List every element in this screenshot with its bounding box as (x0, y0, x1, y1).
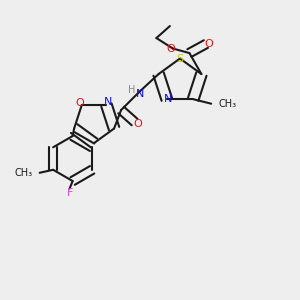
Text: CH₃: CH₃ (14, 168, 32, 178)
Text: N: N (136, 88, 144, 98)
Text: O: O (75, 98, 84, 108)
Text: H: H (128, 85, 135, 94)
Text: CH₃: CH₃ (219, 99, 237, 109)
Text: S: S (176, 53, 184, 64)
Text: N: N (164, 94, 172, 104)
Text: F: F (66, 188, 73, 198)
Text: O: O (134, 118, 142, 128)
Text: N: N (104, 97, 112, 107)
Text: O: O (166, 44, 175, 53)
Text: O: O (205, 39, 213, 49)
